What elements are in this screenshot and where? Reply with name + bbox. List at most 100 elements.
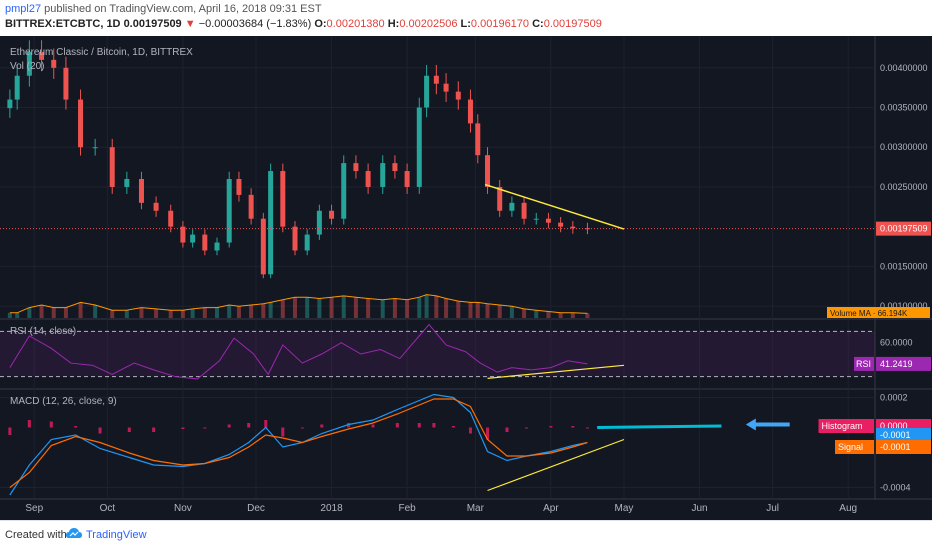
volume-bar	[280, 299, 285, 318]
candle-body	[570, 226, 576, 229]
volume-ma-line	[9, 294, 588, 314]
candle-body	[304, 234, 310, 251]
signal-line	[9, 398, 588, 488]
candle-body	[558, 222, 564, 227]
rsi-line	[9, 323, 588, 380]
chart-area[interactable]: Sep Oct Nov Dec 2018 Feb Mar Apr May Jun Jul Aug 0.0…	[0, 36, 932, 520]
author-link[interactable]: pmpl27	[5, 3, 42, 15]
macd-histogram-bar	[320, 424, 324, 428]
cloud-logo-icon[interactable]	[66, 527, 82, 541]
created-with-text: Created with	[5, 529, 67, 541]
high-value: 0.00202506	[399, 18, 458, 30]
volume-bar	[236, 306, 241, 318]
volume-bar	[39, 305, 44, 318]
macd-histogram-bar	[152, 427, 156, 432]
volume-bar	[366, 298, 371, 318]
macd-histogram-bar	[585, 427, 589, 429]
macd-histogram-bar	[127, 427, 131, 432]
open-value: 0.00201380	[326, 18, 385, 30]
macd-histogram-bar	[74, 426, 78, 428]
volume-bar	[585, 313, 590, 318]
x-tick-label: 2018	[320, 503, 343, 514]
macd-label-name: Histogram	[822, 421, 863, 431]
candle-body	[380, 163, 386, 187]
candle-body	[467, 99, 473, 124]
volume-bar	[110, 310, 115, 318]
price-y-tick: 0.00100000	[880, 301, 928, 311]
candle-body	[190, 234, 196, 243]
volume-bar	[249, 305, 254, 318]
candle-body	[92, 147, 98, 149]
x-tick-label: Feb	[398, 503, 416, 514]
volume-bar	[570, 312, 575, 318]
x-tick-label: Sep	[25, 503, 43, 514]
close-value: 0.00197509	[543, 18, 602, 30]
candle-body	[14, 75, 20, 100]
candle-body	[153, 202, 159, 211]
macd-label-name: Signal	[838, 442, 863, 452]
macd-histogram-bar	[203, 427, 207, 429]
symbol-label: BITTREX:ETCBTC, 1D	[5, 18, 121, 30]
candle-body	[202, 234, 208, 251]
rsi-pane	[0, 323, 875, 380]
x-tick-label: Jul	[766, 503, 779, 514]
price-change: −0.00003684 (−1.83%)	[198, 18, 312, 30]
volume-bar	[341, 295, 346, 318]
candle-body	[63, 67, 69, 100]
macd-label-badge	[835, 440, 874, 454]
current-price-label: 0.00197509	[880, 224, 928, 234]
rsi-band	[0, 331, 875, 377]
rsi-trendline	[487, 364, 625, 379]
volume-bar	[317, 298, 322, 318]
low-label: L:	[460, 18, 471, 30]
price-y-tick: 0.00350000	[880, 103, 928, 113]
candle-body	[353, 163, 359, 172]
x-tick-label: Mar	[467, 503, 485, 514]
candle-body	[404, 171, 410, 187]
rsi-value: 41.2419	[880, 359, 913, 369]
volume-bar	[215, 307, 220, 318]
macd-pane	[8, 393, 790, 496]
candle-body	[392, 163, 398, 172]
volume-bar	[124, 310, 129, 318]
price-y-tick: 0.00400000	[880, 63, 928, 73]
macd-histogram-bar	[395, 423, 399, 428]
low-value: 0.00196170	[470, 18, 530, 30]
macd-histogram-bar	[8, 427, 12, 435]
axes: Sep Oct Nov Dec 2018 Feb Mar Apr May Jun Jul Aug 0.0…	[10, 47, 931, 514]
price-title: Ethereum Classic / Bitcoin, 1D, BITTREX	[10, 47, 193, 58]
candle-body	[138, 179, 144, 203]
macd-histogram-bar	[371, 424, 375, 428]
candle-body	[316, 210, 322, 235]
volume-bar	[456, 301, 461, 318]
candle-body	[475, 123, 481, 156]
macd-histogram-bar	[347, 423, 351, 428]
macd-histogram-bar	[281, 427, 285, 437]
volume-bar	[51, 307, 56, 318]
candle-body	[497, 186, 503, 211]
volume-bar	[468, 302, 473, 318]
last-price: 0.00197509	[123, 18, 182, 30]
footer: Created with TradingView	[0, 520, 932, 551]
volume-bar	[139, 307, 144, 318]
macd-histogram-bar	[432, 423, 436, 428]
volume-bar	[227, 305, 232, 318]
macd-histogram-bar	[227, 424, 231, 428]
x-tick-label: Jun	[691, 503, 707, 514]
volume-bar	[546, 311, 551, 318]
tradingview-brand-link[interactable]: TradingView	[86, 529, 147, 541]
macd-histogram-bar	[549, 426, 553, 428]
macd-histogram-bar	[181, 427, 185, 429]
volume-bar	[202, 307, 207, 318]
arrow-left-icon	[745, 418, 756, 431]
macd-y-tick: 0.0002	[880, 393, 908, 403]
chart-svg[interactable]: Sep Oct Nov Dec 2018 Feb Mar Apr May Jun Jul Aug 0.0…	[0, 36, 932, 520]
ohlc-line: BITTREX:ETCBTC, 1D 0.00197509 ▼ −0.00003…	[5, 18, 602, 30]
macd-trendline	[487, 438, 625, 492]
open-label: O:	[314, 18, 327, 30]
volume-bar	[63, 307, 68, 318]
candle-body	[292, 226, 298, 251]
macd-histogram-bar	[264, 420, 268, 428]
candle-body	[51, 59, 57, 68]
macd-histogram-bar	[27, 420, 31, 428]
